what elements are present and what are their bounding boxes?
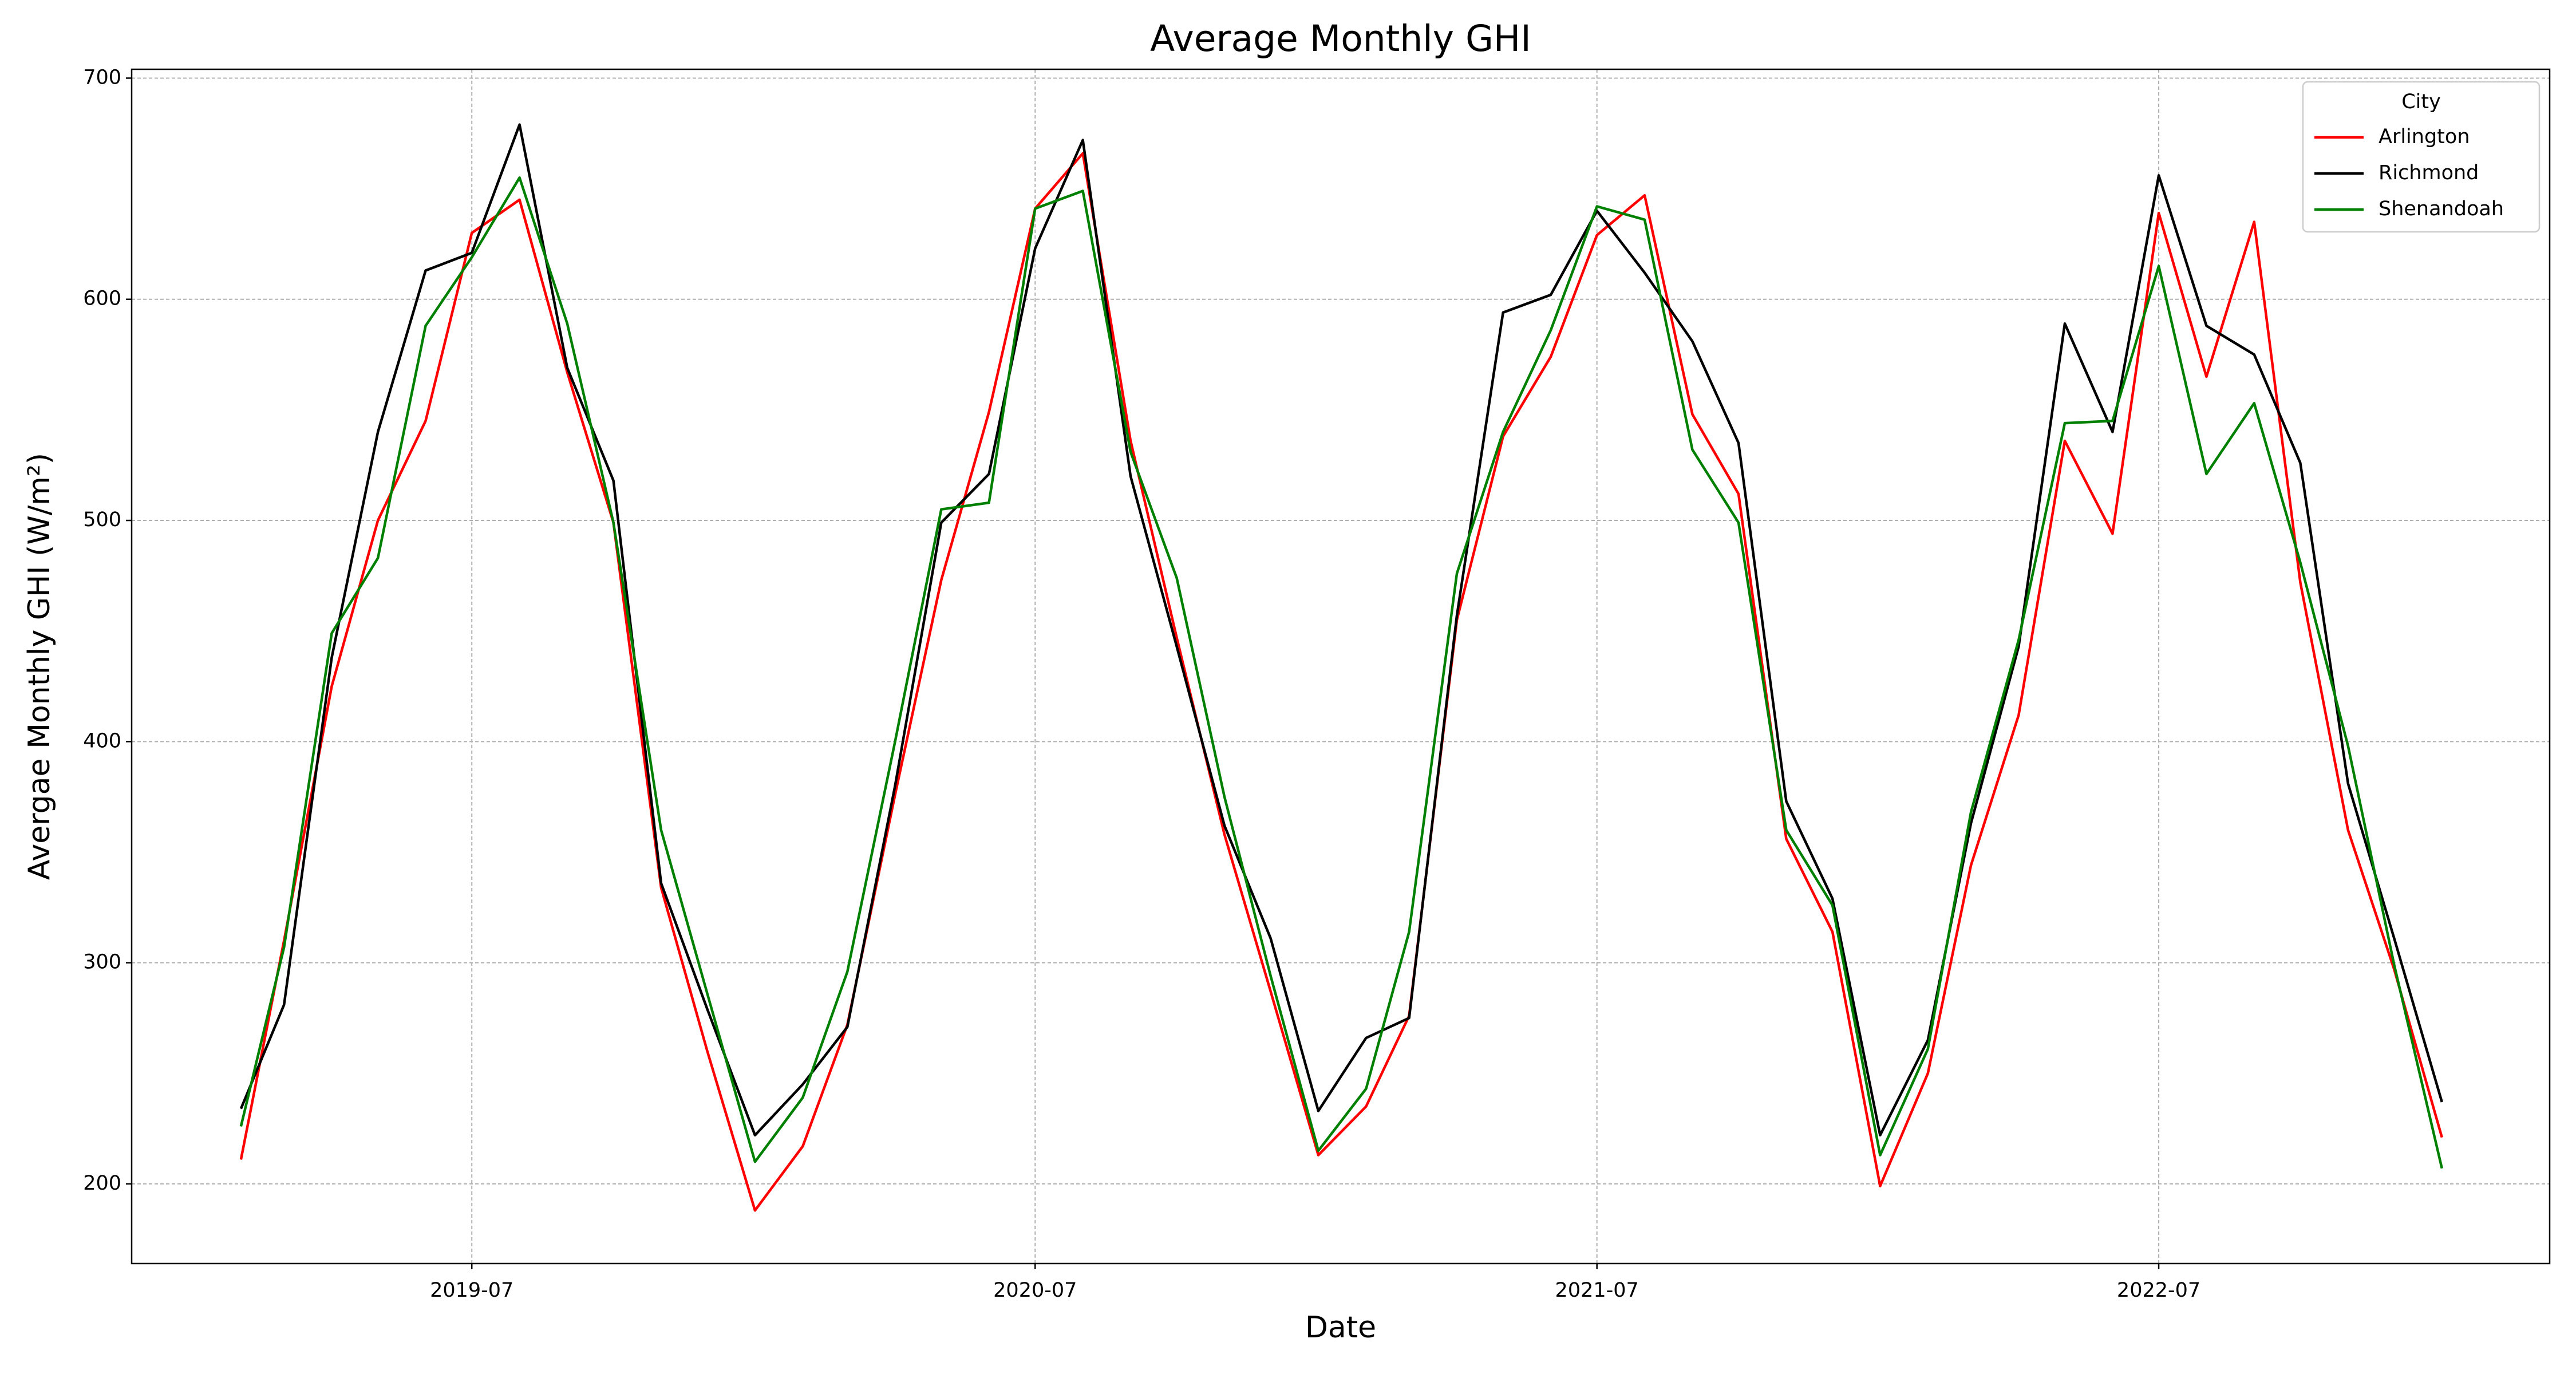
x-axis-label: Date xyxy=(1305,1310,1376,1345)
x-tick-label: 2020-07 xyxy=(993,1279,1077,1302)
line xyxy=(239,176,2443,1169)
y-tick-label: 200 xyxy=(83,1172,121,1195)
y-axis-label: Avergae Monthly GHI (W/m²) xyxy=(22,453,57,880)
plot-frame xyxy=(131,68,2551,1265)
y-tick-label: 700 xyxy=(83,66,121,89)
legend-label: Richmond xyxy=(2379,161,2479,184)
legend-label: Arlington xyxy=(2379,125,2470,148)
legend: City Arlington Richmond Shenandoah xyxy=(2302,81,2541,233)
legend-box xyxy=(2302,81,2541,233)
chart-title: Average Monthly GHI xyxy=(1150,18,1531,60)
y-tick-label: 600 xyxy=(83,287,121,310)
x-tick-label: 2019-07 xyxy=(430,1279,513,1302)
y-tick-label: 500 xyxy=(83,508,121,531)
legend-label: Shenandoah xyxy=(2379,198,2504,220)
y-tick-label: 300 xyxy=(83,951,121,974)
line xyxy=(239,123,2443,1137)
x-tick-label: 2022-07 xyxy=(2117,1279,2200,1302)
x-tick-label: 2021-07 xyxy=(1555,1279,1639,1302)
line xyxy=(239,152,2443,1212)
legend-title: City xyxy=(2401,90,2441,113)
y-tick-label: 400 xyxy=(83,729,121,752)
